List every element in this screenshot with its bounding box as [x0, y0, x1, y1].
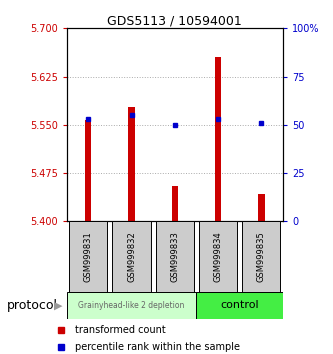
Text: GSM999832: GSM999832	[127, 231, 136, 282]
Bar	[69, 221, 107, 292]
Bar	[258, 194, 265, 221]
Text: protocol: protocol	[7, 299, 58, 312]
Bar	[67, 292, 196, 319]
Bar	[113, 221, 151, 292]
Bar	[215, 57, 221, 221]
Text: GSM999831: GSM999831	[84, 231, 93, 282]
Text: control: control	[220, 300, 259, 310]
Bar	[156, 221, 194, 292]
Bar	[85, 120, 92, 221]
Bar	[199, 221, 237, 292]
Title: GDS5113 / 10594001: GDS5113 / 10594001	[108, 14, 242, 27]
Bar	[171, 186, 178, 221]
Text: GSM999834: GSM999834	[213, 231, 223, 282]
Bar	[242, 221, 280, 292]
Text: percentile rank within the sample: percentile rank within the sample	[75, 342, 239, 352]
Text: Grainyhead-like 2 depletion: Grainyhead-like 2 depletion	[78, 301, 185, 310]
Text: GSM999833: GSM999833	[170, 231, 179, 282]
Text: transformed count: transformed count	[75, 325, 165, 335]
Bar	[196, 292, 283, 319]
Bar	[128, 107, 135, 221]
Text: GSM999835: GSM999835	[257, 231, 266, 282]
Text: ▶: ▶	[54, 300, 63, 310]
